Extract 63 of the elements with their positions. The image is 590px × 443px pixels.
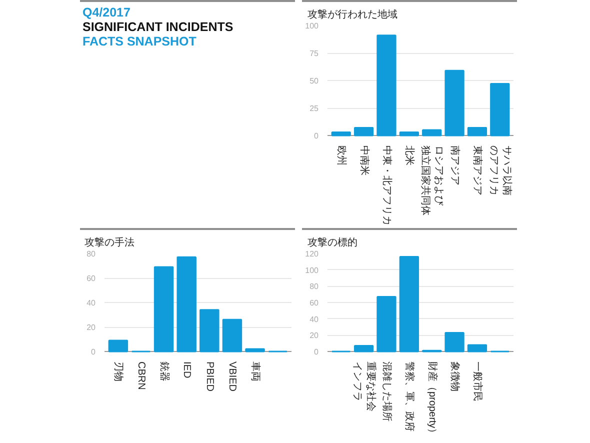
x-tick-label: 中東・北アフリカ: [380, 146, 393, 226]
y-tick-label: 100: [305, 266, 320, 275]
bar: [376, 296, 396, 352]
x-tick-label: 混雑した場所: [380, 362, 393, 422]
y-tick-label: 75: [310, 49, 320, 58]
text: SIGNIFICANT INCIDENTS: [82, 20, 234, 34]
x-tick-label: 刃物: [112, 362, 124, 382]
bar: [422, 129, 442, 136]
x-tick-label: 東南アジア: [472, 146, 484, 196]
bar: [354, 345, 374, 352]
bar: [245, 348, 265, 352]
bar: [376, 34, 396, 136]
y-tick-label: 80: [310, 282, 320, 292]
y-tick-label: 0: [91, 348, 96, 356]
bar: [200, 309, 220, 352]
bar: [444, 332, 464, 352]
x-tick-label: PBIED: [204, 362, 215, 392]
x-tick-label: IED: [181, 362, 192, 378]
x-tick-label: 財産（property）: [426, 362, 438, 438]
x-tick-label: 重要な社会インフラ: [352, 362, 377, 412]
y-tick-label: 25: [310, 104, 320, 113]
y-tick-label: 60: [310, 298, 320, 308]
x-tick-label: VBIED: [226, 362, 238, 392]
x-tick-label: 中南米: [358, 146, 370, 176]
x-tick-label: CBRN: [135, 362, 146, 390]
y-tick-label: 40: [86, 298, 96, 308]
text: FACTS SNAPSHOT: [82, 34, 197, 48]
y-tick-label: 100: [305, 22, 320, 30]
bar: [176, 256, 196, 352]
y-tick-label: 120: [305, 250, 320, 258]
chart-title: 攻撃の手法: [84, 236, 134, 248]
y-tick-label: 40: [310, 314, 320, 324]
y-tick-label: 60: [86, 274, 96, 283]
bar: [331, 131, 351, 136]
x-tick-label: 北米: [404, 146, 416, 166]
x-tick-label: 南アジア: [449, 146, 462, 186]
x-tick-label: 車両: [250, 362, 262, 382]
x-tick-label: 銃器: [158, 362, 170, 382]
y-tick-label: 20: [86, 323, 96, 332]
y-tick-label: 80: [86, 250, 96, 258]
bar: [444, 70, 464, 136]
bar: [467, 127, 488, 136]
x-tick-label: 象徴物: [449, 362, 462, 392]
bar: [108, 340, 128, 352]
bar: [154, 266, 174, 352]
x-tick-label: 警察、軍、政府: [404, 362, 416, 432]
x-tick-label: サハラ以南のアフリカ: [488, 146, 513, 196]
y-tick-label: 20: [310, 331, 320, 340]
bar: [467, 344, 488, 352]
bar: [490, 83, 510, 136]
x-tick-label: ロシアおよび独立国家共同体: [420, 146, 444, 216]
y-tick-label: 50: [310, 76, 320, 86]
y-tick-label: 0: [314, 132, 320, 140]
bar: [399, 131, 419, 136]
y-tick-label: 0: [314, 348, 320, 356]
chart-title: 攻撃が行われた地域: [308, 8, 398, 20]
chart-title: 攻撃の標的: [308, 236, 358, 248]
bar: [222, 318, 242, 352]
text: Q4/2017: [82, 6, 131, 20]
bar: [354, 127, 374, 136]
x-tick-label: 欧州: [336, 146, 348, 166]
x-tick-label: 一般市民: [472, 362, 484, 402]
bar: [399, 256, 419, 352]
